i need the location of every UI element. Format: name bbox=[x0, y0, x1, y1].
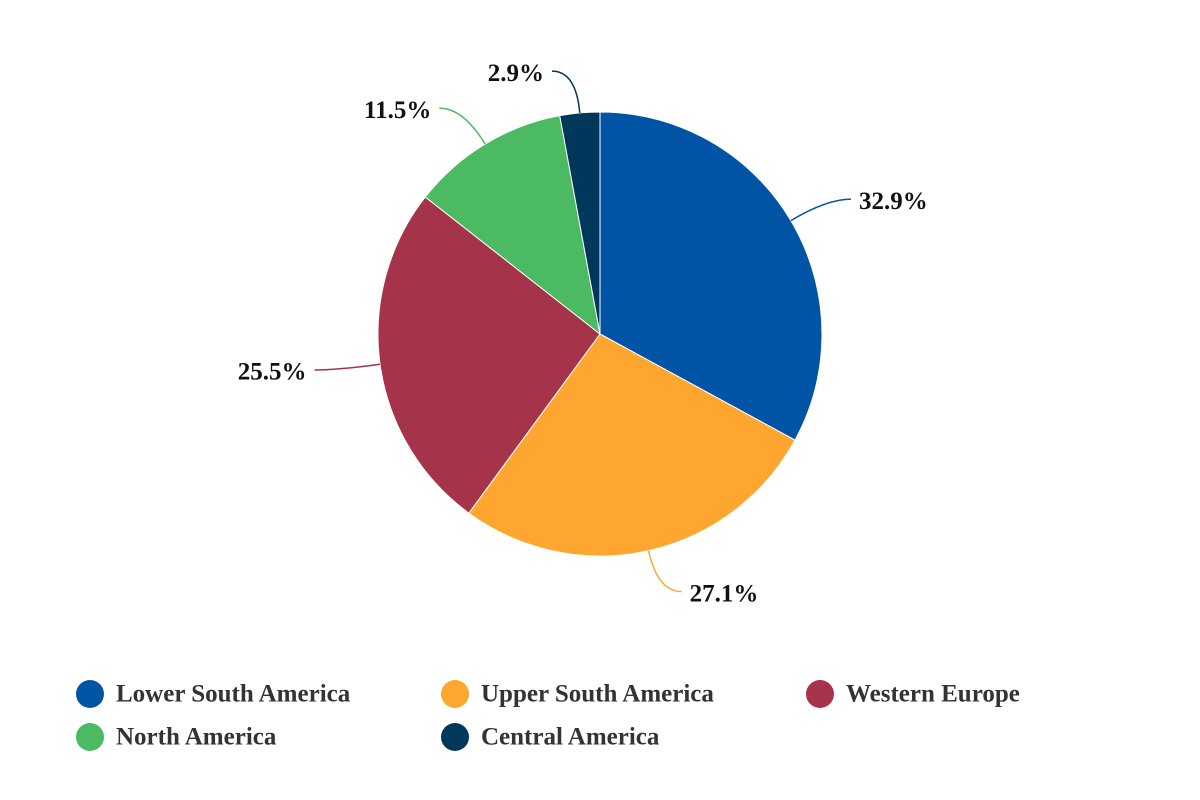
leader-line bbox=[439, 107, 486, 145]
legend-label: Western Europe bbox=[846, 681, 1020, 708]
data-label: 25.5% bbox=[238, 359, 307, 386]
pie-slice bbox=[559, 111, 601, 335]
legend-marker bbox=[441, 680, 469, 708]
leader-line bbox=[790, 198, 851, 222]
leader-line bbox=[314, 363, 381, 371]
data-label: 2.9% bbox=[488, 60, 544, 87]
legend-marker bbox=[806, 680, 834, 708]
data-label: 27.1% bbox=[690, 580, 759, 607]
leader-line bbox=[551, 70, 581, 113]
legend-marker bbox=[441, 723, 469, 751]
pie-slice bbox=[424, 115, 601, 336]
data-label: 32.9% bbox=[859, 188, 928, 215]
legend-label: Lower South America bbox=[116, 681, 351, 708]
data-label: 11.5% bbox=[364, 97, 431, 124]
legend-label: Upper South America bbox=[481, 681, 714, 708]
pie-slice bbox=[468, 333, 796, 557]
legend-marker bbox=[76, 723, 104, 751]
legend-label: Central America bbox=[481, 724, 660, 751]
leader-line bbox=[647, 550, 682, 593]
pie-slice bbox=[599, 111, 823, 441]
legend-marker bbox=[76, 680, 104, 708]
pie-slice bbox=[377, 196, 601, 514]
legend-label: North America bbox=[116, 724, 277, 751]
